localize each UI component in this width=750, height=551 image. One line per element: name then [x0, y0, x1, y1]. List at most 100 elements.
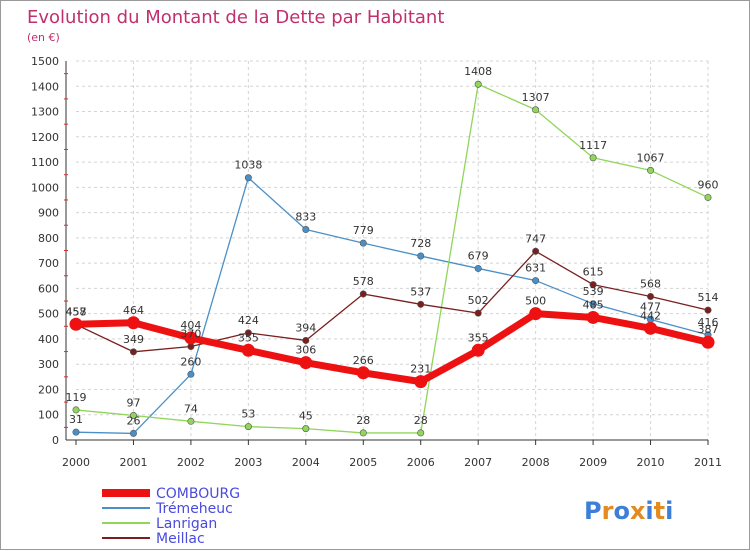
- y-tick-label: 700: [38, 257, 59, 270]
- data-point-combourg: [69, 317, 83, 331]
- series-line-meillac: [75, 250, 709, 353]
- data-label-lanrigan: 1307: [522, 91, 550, 104]
- data-point-combourg: [126, 316, 140, 330]
- data-label-lanrigan: 74: [184, 402, 198, 415]
- y-tick-label: 300: [38, 358, 59, 371]
- data-point-lanrigan: [244, 423, 252, 431]
- data-label-meillac: 349: [123, 333, 144, 346]
- series-line-tremeheuc: [75, 177, 709, 435]
- data-label-tremeheuc: 631: [525, 262, 546, 275]
- data-point-lanrigan: [532, 106, 540, 114]
- data-point-combourg: [414, 375, 428, 389]
- data-label-tremeheuc: 31: [69, 413, 83, 426]
- chart-title: Evolution du Montant de la Dette par Hab…: [27, 7, 444, 28]
- data-label-combourg: 266: [353, 354, 374, 367]
- y-tick-label: 900: [38, 207, 59, 220]
- data-label-tremeheuc: 833: [295, 211, 316, 224]
- grid-layer: [76, 60, 709, 440]
- data-label-meillac: 502: [468, 294, 489, 307]
- data-label-combourg: 231: [410, 363, 431, 376]
- y-tick-label: 100: [38, 409, 59, 422]
- series-line-combourg: [72, 310, 712, 386]
- data-label-meillac: 370: [180, 328, 201, 341]
- data-point-combourg: [356, 366, 370, 380]
- data-label-tremeheuc: 26: [126, 414, 140, 427]
- data-label-meillac: 615: [583, 266, 604, 279]
- x-tick-label: 2001: [119, 456, 147, 469]
- data-label-combourg: 404: [180, 319, 201, 332]
- data-label-tremeheuc: 260: [180, 355, 201, 368]
- data-label-lanrigan: 45: [299, 410, 313, 423]
- logo-letter: i: [645, 497, 653, 525]
- data-label-layer: 31 26 260 1038 833 779 728 679 631 539 477 416 119 97…: [66, 65, 719, 427]
- data-label-meillac: 457: [66, 306, 87, 319]
- data-point-tremeheuc: [359, 239, 367, 247]
- data-point-tremeheuc: [532, 277, 540, 285]
- data-point-lanrigan: [474, 80, 482, 88]
- y-tick-label: 600: [38, 282, 59, 295]
- data-point-meillac: [244, 329, 252, 337]
- data-label-combourg: 355: [468, 331, 489, 344]
- data-point-tremeheuc: [474, 264, 482, 272]
- y-tick-label: 1300: [31, 106, 59, 119]
- data-point-meillac: [647, 292, 655, 300]
- data-label-meillac: 537: [410, 285, 431, 298]
- data-label-combourg: 458: [66, 305, 87, 318]
- x-tick-label: 2004: [292, 456, 320, 469]
- x-tick-label: 2000: [62, 456, 90, 469]
- data-point-meillac: [704, 306, 712, 314]
- data-label-meillac: 394: [295, 321, 316, 334]
- legend-label-combourg: COMBOURG: [156, 486, 240, 502]
- data-point-tremeheuc: [302, 226, 310, 234]
- data-point-meillac: [589, 281, 597, 289]
- data-label-tremeheuc: 477: [640, 300, 661, 313]
- data-point-lanrigan: [72, 406, 80, 414]
- data-point-lanrigan: [417, 429, 425, 437]
- data-label-tremeheuc: 416: [698, 316, 719, 329]
- data-point-meillac: [129, 348, 137, 356]
- proxiti-logo: Proxiti: [584, 497, 673, 525]
- y-tick-label: 0: [52, 434, 59, 447]
- x-tick-label: 2010: [637, 456, 665, 469]
- y-tick-label: 1000: [31, 181, 59, 194]
- data-label-combourg: 387: [698, 323, 719, 336]
- data-label-combourg: 306: [295, 344, 316, 357]
- y-tick-label: 400: [38, 333, 59, 346]
- data-point-lanrigan: [589, 154, 597, 162]
- y-tick-label: 1400: [31, 80, 59, 93]
- logo-letter: i: [665, 497, 673, 525]
- data-label-lanrigan: 97: [126, 396, 140, 409]
- data-point-combourg: [299, 356, 313, 370]
- data-point-combourg: [471, 343, 485, 357]
- data-point-meillac: [359, 290, 367, 298]
- logo-letter: P: [584, 497, 602, 525]
- data-point-tremeheuc: [187, 370, 195, 378]
- data-label-lanrigan: 960: [698, 178, 719, 191]
- data-point-combourg: [701, 335, 715, 349]
- y-tick-label: 800: [38, 232, 59, 245]
- data-label-tremeheuc: 728: [410, 237, 431, 250]
- data-label-lanrigan: 28: [414, 414, 428, 427]
- data-point-meillac: [474, 309, 482, 317]
- data-label-lanrigan: 1067: [637, 151, 665, 164]
- data-label-combourg: 355: [238, 331, 259, 344]
- x-tick-label: 2009: [579, 456, 607, 469]
- data-point-lanrigan: [359, 429, 367, 437]
- legend-label-meillac: Meillac: [156, 531, 205, 547]
- logo-letter: x: [630, 497, 646, 525]
- x-tick-label: 2007: [464, 456, 492, 469]
- data-label-combourg: 442: [640, 309, 661, 322]
- data-label-meillac: 424: [238, 314, 259, 327]
- series-line-lanrigan: [75, 83, 709, 434]
- logo-letter: r: [602, 497, 614, 525]
- data-point-combourg: [586, 310, 600, 324]
- data-point-combourg: [529, 307, 543, 321]
- axis-layer: 0 100 200 300 400 500 600 700 800 900 1000 1100 1200…: [31, 55, 722, 469]
- data-label-lanrigan: 1117: [579, 139, 607, 152]
- data-label-lanrigan: 1408: [464, 65, 492, 78]
- x-tick-label: 2005: [349, 456, 377, 469]
- data-point-lanrigan: [704, 193, 712, 201]
